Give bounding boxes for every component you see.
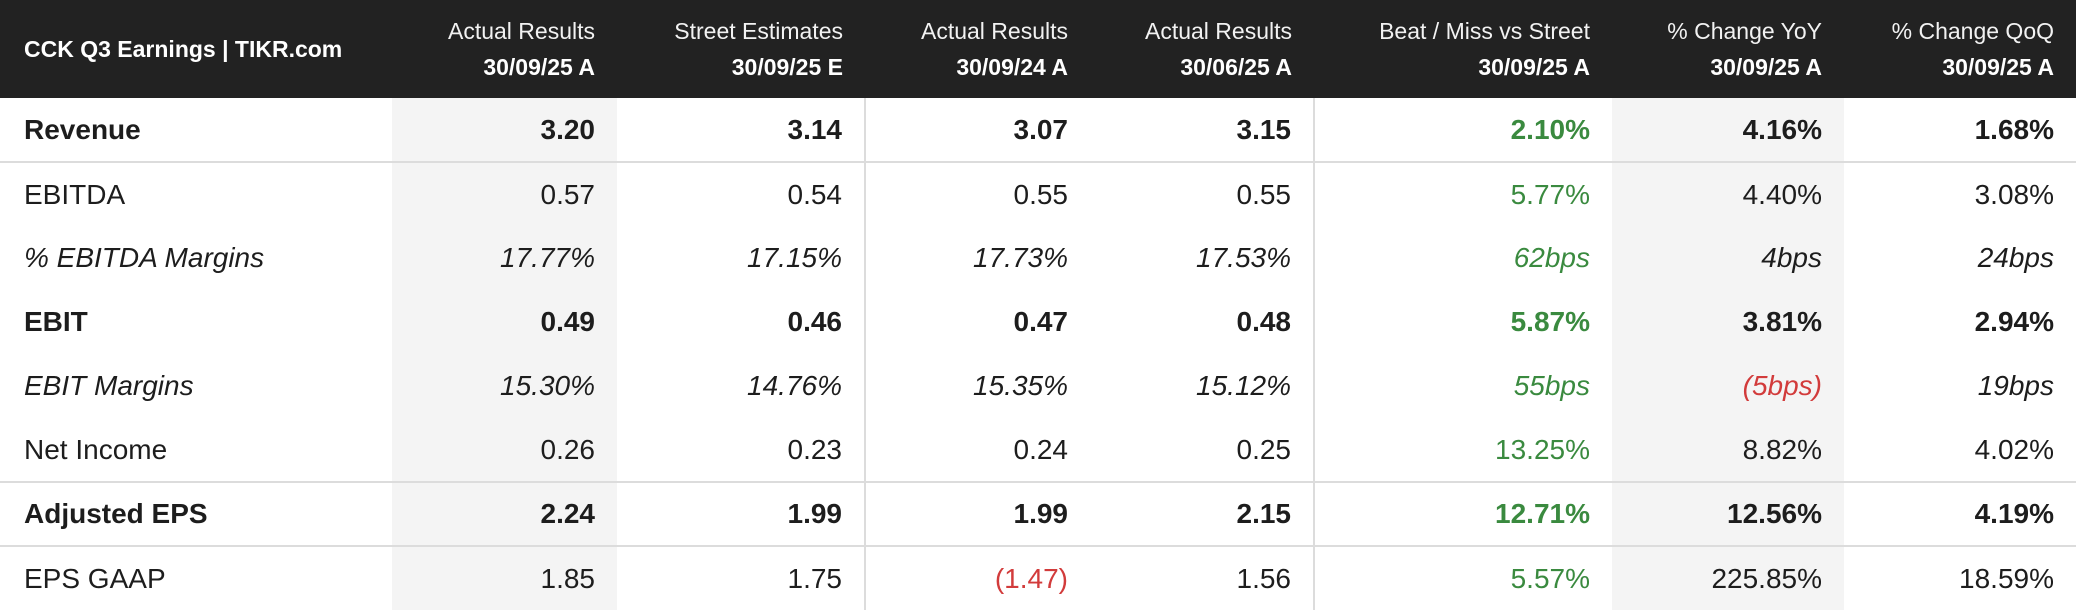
cell-beat-miss: 5.87% (1313, 290, 1612, 354)
cell-change-qoq: 3.08% (1844, 161, 2076, 226)
cell-change-yoy: 4.16% (1612, 98, 1844, 162)
cell-actual-q3-24: (1.47) (864, 545, 1090, 610)
cell-beat-miss: 2.10% (1313, 98, 1612, 162)
cell-change-yoy: 12.56% (1612, 481, 1844, 546)
column-header-beat-miss[interactable]: Beat / Miss vs Street 30/09/25 A (1314, 0, 1612, 98)
cell-actual-q2-25: 0.55 (1090, 161, 1314, 226)
column-header-date: 30/09/24 A (956, 54, 1068, 80)
column-header-label: Actual Results (920, 18, 1068, 44)
cell-street-estimate: 1.75 (617, 545, 865, 610)
column-header-date: 30/09/25 A (1710, 54, 1822, 80)
cell-street-estimate: 3.14 (787, 113, 843, 145)
table-row-ebitda[interactable]: EBITDA 0.57 0.54 0.55 0.55 5.77% 4.40% 3… (0, 161, 2076, 226)
cell-actual-q3-25: 0.26 (392, 418, 617, 482)
cell-change-yoy: 4.40% (1612, 161, 1844, 226)
cell-change-qoq: 19bps (1977, 370, 2054, 401)
row-label: Revenue (24, 113, 141, 145)
cell-change-yoy: 4bps (1612, 226, 1844, 290)
table-row-net-income[interactable]: Net Income 0.26 0.23 0.24 0.25 13.25% 8.… (0, 418, 2076, 482)
cell-change-yoy: 8.82% (1612, 418, 1844, 482)
column-header-change-yoy[interactable]: % Change YoY 30/09/25 A (1612, 0, 1844, 98)
cell-actual-q2-25: 0.48 (1236, 306, 1292, 337)
table-row-ebitda-margins[interactable]: % EBITDA Margins 17.77% 17.15% 17.73% 17… (0, 226, 2076, 290)
cell-actual-q3-24: 3.07 (864, 98, 1090, 162)
cell-street-estimate: 14.76% (747, 370, 842, 401)
row-label: Net Income (24, 433, 168, 465)
column-header-date: 30/09/25 E (731, 54, 843, 80)
cell-actual-q3-25: 17.77% (392, 226, 617, 290)
cell-change-yoy: 3.81% (1612, 290, 1844, 354)
cell-change-qoq: 24bps (1977, 242, 2054, 273)
cell-actual-q2-25: 0.25 (1236, 433, 1292, 465)
table-row-ebit[interactable]: EBIT 0.49 0.46 0.47 0.48 5.87% 3.81% 2.9… (0, 290, 2076, 354)
column-header-label: % Change YoY (1667, 18, 1822, 44)
cell-change-qoq: 4.19% (1844, 481, 2076, 546)
cell-street-estimate: 0.54 (617, 161, 865, 226)
cell-actual-q3-25: 15.30% (392, 354, 617, 418)
header-row: CCK Q3 Earnings | TIKR.com Actual Result… (0, 0, 2076, 98)
cell-change-qoq: 2.94% (1974, 306, 2054, 337)
cell-actual-q3-24: 15.35% (864, 354, 1090, 418)
cell-actual-q2-25: 2.15 (1090, 481, 1314, 546)
table-row-revenue[interactable]: Revenue 3.20 3.14 3.07 3.15 2.10% 4.16% … (0, 98, 2076, 162)
table-row-adjusted-eps[interactable]: Adjusted EPS 2.24 1.99 1.99 2.15 12.71% … (0, 481, 2076, 546)
column-header-label: Actual Results (447, 18, 595, 44)
cell-change-qoq: 18.59% (1844, 545, 2076, 610)
column-header-street-estimates[interactable]: Street Estimates 30/09/25 E (617, 0, 865, 98)
cell-street-estimate: 17.15% (747, 242, 842, 273)
cell-street-estimate: 1.99 (617, 481, 865, 546)
column-header-date: 30/09/25 A (1478, 54, 1590, 80)
column-header-actual-q2-25[interactable]: Actual Results 30/06/25 A (1090, 0, 1314, 98)
row-label: EPS GAAP (0, 545, 392, 610)
cell-beat-miss: 13.25% (1313, 418, 1612, 482)
cell-beat-miss: 5.77% (1313, 161, 1612, 226)
cell-actual-q2-25: 15.12% (1196, 370, 1291, 401)
cell-actual-q3-24: 0.47 (864, 290, 1090, 354)
cell-actual-q3-25: 2.24 (392, 481, 617, 546)
column-header-label: Actual Results (1144, 18, 1292, 44)
cell-actual-q2-25: 3.15 (1236, 113, 1292, 145)
cell-change-yoy: 225.85% (1612, 545, 1844, 610)
table-title: CCK Q3 Earnings | TIKR.com (24, 36, 343, 62)
cell-actual-q3-24: 0.24 (864, 418, 1090, 482)
row-label: Adjusted EPS (0, 481, 392, 546)
column-header-label: Street Estimates (674, 18, 843, 44)
column-header-label: Beat / Miss vs Street (1379, 18, 1590, 44)
column-header-label: % Change QoQ (1891, 18, 2054, 44)
column-header-date: 30/09/25 A (1942, 54, 2054, 80)
cell-change-yoy: (5bps) (1612, 354, 1844, 418)
cell-beat-miss: 12.71% (1313, 481, 1612, 546)
cell-street-estimate: 0.23 (787, 433, 843, 465)
column-header-date: 30/06/25 A (1180, 54, 1292, 80)
cell-beat-miss: 62bps (1313, 226, 1612, 290)
cell-actual-q3-24: 0.55 (864, 161, 1090, 226)
cell-actual-q3-25: 0.57 (392, 161, 617, 226)
cell-actual-q3-25: 0.49 (392, 290, 617, 354)
cell-actual-q2-25: 1.56 (1090, 545, 1314, 610)
cell-actual-q3-25: 3.20 (392, 98, 617, 162)
table-row-eps-gaap[interactable]: EPS GAAP 1.85 1.75 (1.47) 1.56 5.57% 225… (0, 545, 2076, 610)
cell-actual-q2-25: 17.53% (1196, 242, 1291, 273)
column-header-date: 30/09/25 A (483, 54, 595, 80)
row-label: EBITDA (0, 161, 392, 226)
column-header-actual-q3-24[interactable]: Actual Results 30/09/24 A (865, 0, 1090, 98)
row-label: EBIT (24, 306, 88, 337)
cell-street-estimate: 0.46 (787, 306, 843, 337)
cell-beat-miss: 5.57% (1313, 545, 1612, 610)
row-label: % EBITDA Margins (24, 242, 265, 273)
cell-beat-miss: 55bps (1313, 354, 1612, 418)
cell-change-qoq: 1.68% (1974, 113, 2054, 145)
table-row-ebit-margins[interactable]: EBIT Margins 15.30% 14.76% 15.35% 15.12%… (0, 354, 2076, 418)
cell-change-qoq: 4.02% (1974, 433, 2054, 465)
column-header-change-qoq[interactable]: % Change QoQ 30/09/25 A (1844, 0, 2076, 98)
cell-actual-q3-25: 1.85 (392, 545, 617, 610)
column-header-actual-q3-25[interactable]: Actual Results 30/09/25 A (392, 0, 617, 98)
row-label: EBIT Margins (24, 370, 194, 401)
cell-actual-q3-24: 17.73% (864, 226, 1090, 290)
cell-actual-q3-24: 1.99 (864, 481, 1090, 546)
